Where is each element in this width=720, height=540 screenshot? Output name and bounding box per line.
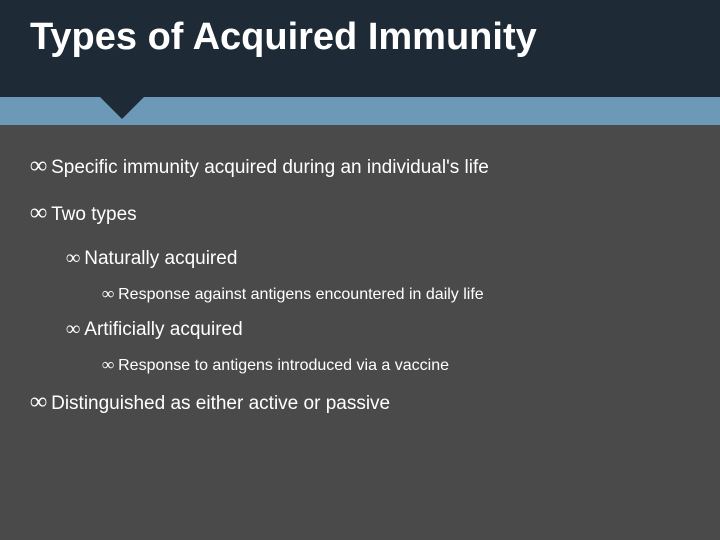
bullet-text: Response to antigens introduced via a va… (118, 357, 449, 374)
bullet-icon: ∞ (30, 153, 47, 179)
bullet-text: Artificially acquired (84, 319, 242, 340)
bullet-icon: ∞ (30, 389, 47, 415)
slide-header: Types of Acquired Immunity (0, 0, 720, 97)
bullet-level1: ∞Distinguished as either active or passi… (30, 389, 690, 416)
bullet-text: Distinguished as either active or passiv… (51, 393, 390, 414)
slide-title: Types of Acquired Immunity (30, 16, 690, 59)
bullet-text: Naturally acquired (84, 248, 237, 269)
bullet-level2: ∞Naturally acquired (66, 247, 690, 270)
slide: Types of Acquired Immunity ∞Specific imm… (0, 0, 720, 540)
bullet-level3: ∞Response against antigens encountered i… (102, 284, 690, 304)
bullet-icon: ∞ (102, 355, 114, 374)
bullet-level3: ∞Response to antigens introduced via a v… (102, 355, 690, 375)
bullet-level1: ∞Two types (30, 200, 690, 227)
slide-content: ∞Specific immunity acquired during an in… (0, 125, 720, 540)
bullet-text: Specific immunity acquired during an ind… (51, 157, 489, 178)
bullet-icon: ∞ (102, 284, 114, 303)
bullet-text: Two types (51, 204, 137, 225)
bullet-icon: ∞ (30, 200, 47, 226)
bullet-level2: ∞Artificially acquired (66, 318, 690, 341)
bullet-text: Response against antigens encountered in… (118, 286, 484, 303)
bullet-icon: ∞ (66, 247, 80, 269)
header-notch-icon (100, 97, 144, 119)
bullet-level1: ∞Specific immunity acquired during an in… (30, 153, 690, 180)
bullet-icon: ∞ (66, 318, 80, 340)
